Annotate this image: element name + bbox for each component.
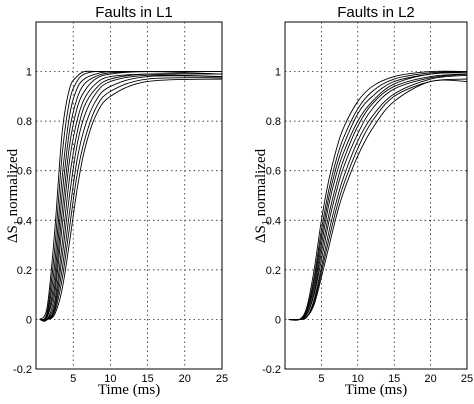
- y-tick-label: -0.2: [262, 364, 281, 376]
- chart-title: Faults in L1: [95, 4, 173, 21]
- y-tick-label: 0.4: [266, 215, 281, 227]
- x-tick-labels: 5 10 15 20 25: [70, 373, 228, 385]
- y-axis-label-rest: normalized: [253, 148, 269, 220]
- plot-frame: [35, 21, 223, 370]
- y-tick-label: 0: [275, 314, 281, 326]
- y-tick-label: 1: [275, 67, 281, 79]
- x-tick-label: 5: [70, 373, 76, 385]
- y-axis-label: ΔS1 normalized: [5, 148, 24, 243]
- y-axis-label: ΔS1 normalized: [253, 148, 272, 243]
- series-line: [39, 78, 223, 321]
- grid: [285, 22, 467, 369]
- grid: [36, 22, 222, 369]
- y-tick-labels: -0.2 0 0.2 0.4 0.6 0.8 1: [262, 67, 281, 376]
- x-tick-label: 5: [318, 373, 324, 385]
- x-tick-labels: 5 10 15 20 25: [318, 373, 473, 385]
- panel-faults-l1: Faults in L1 5 10 15 20 25 -0.2 0 0.2 0.4 0.6 0.8…: [5, 4, 228, 398]
- y-tick-label: 0.8: [17, 116, 32, 128]
- y-axis-label-subscript: 1: [13, 220, 24, 225]
- y-tick-label: 1: [26, 67, 32, 79]
- y-tick-label: -0.2: [13, 364, 32, 376]
- y-tick-label: 0.6: [17, 166, 32, 178]
- y-tick-label: 0.4: [17, 215, 32, 227]
- y-tick-label: 0: [26, 314, 32, 326]
- y-tick-labels: -0.2 0 0.2 0.4 0.6 0.8 1: [13, 67, 32, 376]
- series-line: [39, 75, 223, 321]
- series-line: [39, 70, 222, 321]
- series-line: [288, 72, 468, 321]
- panel-faults-l2: Faults in L2 5 10 15 20 25 -0.2 0 0.2 0.4 0.6 0.8…: [253, 4, 473, 398]
- y-axis-label-main: ΔS: [5, 225, 21, 243]
- series-layer: [288, 70, 468, 321]
- x-axis-label: Time (ms): [98, 382, 160, 398]
- y-tick-label: 0.6: [266, 166, 281, 178]
- series-line: [39, 71, 223, 322]
- y-tick-label: 0.2: [266, 265, 281, 277]
- series-line: [288, 73, 468, 321]
- series-line: [39, 73, 223, 322]
- series-line: [288, 71, 468, 321]
- y-tick-label: 0.2: [17, 265, 32, 277]
- plot-frame: [284, 21, 468, 370]
- x-tick-label: 10: [104, 373, 116, 385]
- x-tick-label: 20: [179, 373, 191, 385]
- x-tick-label: 15: [388, 373, 400, 385]
- y-axis-label-subscript: 1: [261, 220, 272, 225]
- x-tick-label: 15: [141, 373, 153, 385]
- x-tick-label: 25: [216, 373, 228, 385]
- series-line: [39, 73, 223, 322]
- series-line: [39, 77, 223, 321]
- x-tick-label: 10: [352, 373, 364, 385]
- chart-title: Faults in L2: [337, 4, 415, 21]
- y-axis-label-rest: normalized: [5, 148, 21, 220]
- x-tick-label: 25: [461, 373, 473, 385]
- x-tick-label: 20: [424, 373, 436, 385]
- x-axis-label: Time (ms): [345, 382, 407, 398]
- y-axis-label-main: ΔS: [253, 225, 269, 243]
- series-line: [288, 78, 468, 321]
- series-line: [39, 71, 223, 321]
- y-tick-label: 0.8: [266, 116, 281, 128]
- series-layer: [39, 70, 223, 322]
- series-line: [39, 74, 223, 321]
- series-line: [288, 70, 468, 321]
- series-line: [288, 79, 468, 321]
